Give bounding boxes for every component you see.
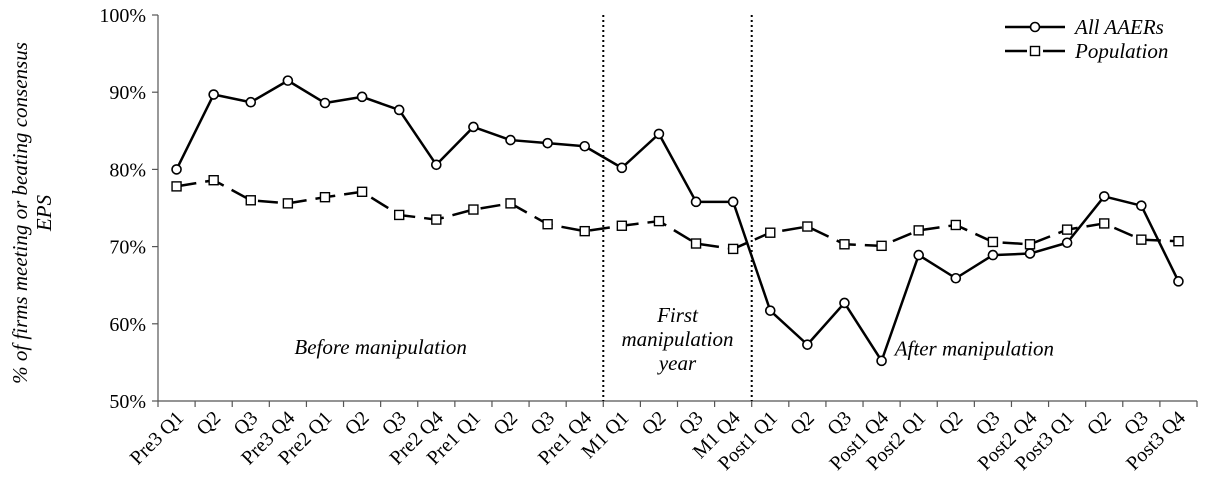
data-point-square <box>616 220 628 231</box>
data-point-square <box>1061 224 1073 235</box>
data-point-square <box>913 225 924 236</box>
data-point-circle <box>1098 191 1110 202</box>
region-label: Before manipulation <box>294 335 466 359</box>
legend-label: All AAERs <box>1073 15 1164 39</box>
data-point-circle <box>1173 276 1184 287</box>
data-point-square <box>579 225 590 237</box>
data-point-square <box>208 175 219 186</box>
data-point-square <box>765 227 776 238</box>
data-point-circle <box>505 134 516 146</box>
data-point-circle <box>282 75 294 86</box>
legend-item: Population <box>1005 39 1168 63</box>
y-ticks: 50% 60% 70% 80% 90% 100% <box>99 5 158 413</box>
data-point-circle <box>727 196 739 208</box>
data-point-circle <box>393 104 405 116</box>
y-tick-label: 90% <box>109 82 146 104</box>
data-point-circle <box>1061 237 1073 249</box>
data-point-circle <box>764 305 776 316</box>
data-point-circle <box>356 91 368 103</box>
data-point-square <box>876 240 887 252</box>
x-tick-label: Q2 <box>786 407 819 440</box>
y-tick-label: 60% <box>109 314 146 336</box>
data-point-circle <box>171 164 182 175</box>
data-point-circle <box>950 272 962 284</box>
series-layer <box>171 75 1184 367</box>
x-tick-label: Q2 <box>934 407 967 440</box>
x-tick-label: Q2 <box>1083 407 1116 440</box>
region-label: year <box>657 351 697 375</box>
data-point-square <box>393 209 405 221</box>
data-point-circle <box>653 128 665 140</box>
region-label: First <box>656 303 699 327</box>
data-point-circle <box>579 140 591 152</box>
data-point-square <box>802 221 813 232</box>
data-point-square <box>727 243 739 255</box>
data-point-square <box>505 198 516 209</box>
data-point-circle <box>431 159 442 171</box>
data-point-circle <box>468 121 479 133</box>
region-dividers <box>602 15 753 401</box>
region-labels: Before manipulation Firstmanipulationyear… <box>294 303 1054 375</box>
y-tick-label: 80% <box>109 159 146 181</box>
data-point-square <box>1099 218 1110 229</box>
data-point-square <box>1024 239 1036 250</box>
data-point-square <box>1136 234 1147 245</box>
data-point-circle <box>987 249 999 261</box>
data-point-circle <box>876 355 887 367</box>
region-label: manipulation <box>621 327 733 351</box>
series-line <box>176 178 1179 251</box>
data-point-square <box>653 215 665 227</box>
data-point-square <box>950 219 962 231</box>
legend-marker-square <box>1029 45 1041 57</box>
x-tick-label: Q2 <box>638 407 671 440</box>
x-tick-label: Q2 <box>341 407 374 440</box>
region-label: After manipulation <box>893 337 1054 361</box>
y-axis-label: % of firms meeting or beating consensus E… <box>8 42 56 384</box>
series-all-aaers <box>171 75 1184 367</box>
x-tick-label: Q2 <box>489 407 522 440</box>
data-point-square <box>282 198 294 209</box>
data-point-square <box>987 236 999 248</box>
y-tick-label: 70% <box>109 237 146 259</box>
data-point-square <box>171 181 182 192</box>
y-axis-label-line: EPS <box>32 194 56 232</box>
legend-label: Population <box>1074 39 1168 63</box>
y-tick-label: 50% <box>109 391 146 413</box>
legend-marker-circle <box>1029 21 1041 33</box>
data-point-square <box>468 204 479 215</box>
legend-item: All AAERs <box>1005 15 1164 39</box>
data-point-square <box>245 195 256 206</box>
y-tick-label: 100% <box>99 5 146 27</box>
data-point-circle <box>1136 200 1147 211</box>
data-point-circle <box>839 297 850 309</box>
data-point-square <box>319 191 331 203</box>
data-point-circle <box>245 96 257 108</box>
data-point-square <box>431 214 442 225</box>
data-point-circle <box>208 89 219 100</box>
data-point-circle <box>542 137 553 149</box>
data-point-circle <box>1024 248 1036 259</box>
series-population <box>171 175 1184 255</box>
data-point-square <box>839 239 850 250</box>
x-tick-label: Q2 <box>192 407 225 440</box>
data-point-square <box>542 219 553 230</box>
data-point-square <box>690 238 702 249</box>
data-point-circle <box>616 162 628 174</box>
x-tick-label: Pre3 Q1 <box>126 407 188 469</box>
data-point-circle <box>319 97 331 109</box>
series-line <box>175 79 1180 363</box>
data-point-circle <box>802 339 813 350</box>
data-point-square <box>1173 235 1184 247</box>
data-point-square <box>356 186 368 197</box>
data-point-circle <box>913 249 924 261</box>
y-axis-label-line: % of firms meeting or beating consensus <box>8 42 32 384</box>
data-point-circle <box>690 196 702 208</box>
